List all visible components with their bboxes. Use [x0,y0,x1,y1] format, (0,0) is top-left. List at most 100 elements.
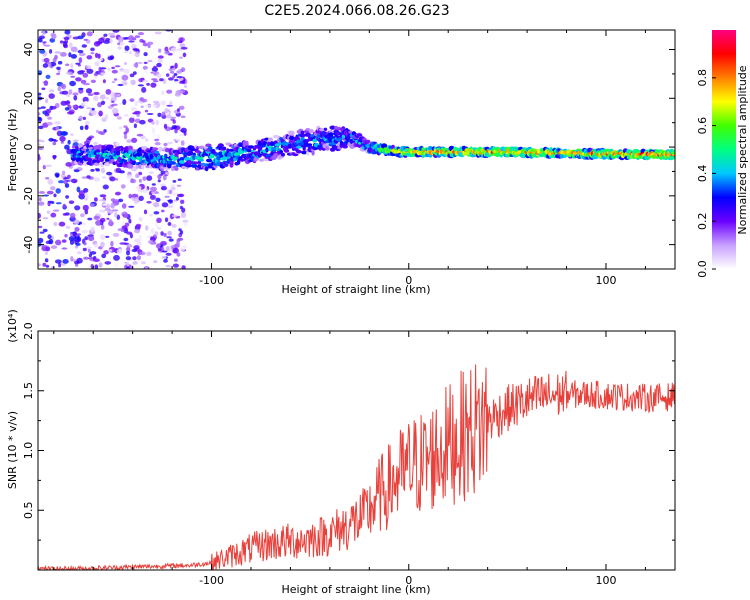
heatmap-cell [168,77,174,81]
heatmap-cell [106,191,111,198]
y-tick-label: 1.0 [22,442,35,460]
heatmap-cell [38,154,41,161]
heatmap-cell [171,214,178,218]
heatmap-cell [108,32,116,36]
heatmap-cell [94,197,98,202]
heatmap-cell [123,68,131,74]
heatmap-cell [70,54,77,59]
heatmap-cell [236,159,241,165]
heatmap-cell [51,33,57,40]
heatmap-cell [70,62,74,69]
heatmap-cell [151,121,155,125]
heatmap-cell [101,145,107,150]
heatmap-cell [120,184,126,189]
heatmap-cell [38,263,41,267]
heatmap-cell [50,245,58,249]
heatmap-cell [62,41,68,47]
heatmap-cell [135,185,142,191]
heatmap-cell [84,192,89,198]
heatmap-cell [117,116,122,120]
heatmap-cell [132,261,138,265]
heatmap-cell [166,236,172,239]
heatmap-cell [74,205,81,211]
heatmap-cell [104,261,112,265]
heatmap-cell [177,40,183,44]
heatmap-cell [74,245,79,249]
heatmap-cell [107,105,113,110]
heatmap-cell [188,150,194,155]
heatmap-cell [146,82,151,86]
heatmap-cell [157,112,162,117]
heatmap-cell [174,123,179,126]
heatmap-cell [170,186,176,191]
heatmap-cell [157,58,163,64]
heatmap-cell [133,123,137,129]
heatmap-cell [70,212,76,219]
heatmap-cell [52,209,60,212]
heatmap-cell [158,146,163,152]
heatmap-cell [83,82,90,86]
heatmap-cell [101,43,108,46]
heatmap-cell [74,227,80,232]
heatmap-cell [94,52,99,59]
heatmap-cell [103,129,107,133]
heatmap-cell [160,170,166,175]
heatmap-cell [43,44,51,47]
heatmap-cell [138,217,143,222]
heatmap-cell [126,154,131,159]
heatmap-cell [125,266,130,269]
heatmap-cell [175,196,179,201]
heatmap-cell [99,194,107,198]
heatmap-cell [140,261,146,265]
heatmap-cell [89,251,97,255]
heatmap-cell [63,177,69,180]
heatmap-cell [160,102,167,106]
heatmap-cell [269,141,276,147]
heatmap-cell [113,78,118,81]
heatmap-cell [90,47,95,52]
heatmap-cell [38,147,44,150]
heatmap-cell [84,197,88,201]
heatmap-cell [115,192,121,196]
heatmap-cell [100,224,105,230]
heatmap-cell [50,186,56,191]
heatmap-cell [183,222,188,227]
heatmap-cell [128,193,132,199]
heatmap-cell [90,52,95,55]
heatmap-cell [176,184,182,187]
spectrogram-panel: -100 0 100 -40 -20 0 20 40 Height of straight … [6,29,676,296]
heatmap-cell [82,204,89,211]
heatmap-cell [98,199,106,202]
heatmap-cell [122,167,127,172]
heatmap-cell [194,150,201,153]
heatmap-cell [168,199,174,204]
heatmap-cell [131,43,137,49]
heatmap-cell [134,201,139,204]
heatmap-cell [161,202,169,208]
heatmap-cell [118,198,124,203]
heatmap-cell [143,52,148,57]
colorbar-tick-label: 0.2 [696,212,709,230]
y-tick-label: 20 [22,91,35,105]
x-tick-label: 0 [405,574,412,587]
heatmap-cell [112,232,120,237]
heatmap-cell [42,217,49,220]
heatmap-cell [38,117,43,123]
heatmap-cell [144,69,149,75]
heatmap-cell [336,132,340,136]
heatmap-cell [42,228,48,233]
heatmap-cell [142,79,149,83]
heatmap-cell [173,199,178,202]
heatmap-cell [100,234,106,240]
heatmap-cell [164,108,169,114]
heatmap-cell [178,133,184,137]
heatmap-cell [118,170,125,174]
heatmap-cell [86,157,93,162]
heatmap-cell [67,111,74,115]
heatmap-cell [161,209,165,213]
heatmap-cell [162,158,166,164]
heatmap-cell [163,142,168,147]
heatmap-cell [166,188,170,195]
heatmap-cell [83,188,89,193]
heatmap-cell [93,91,100,96]
